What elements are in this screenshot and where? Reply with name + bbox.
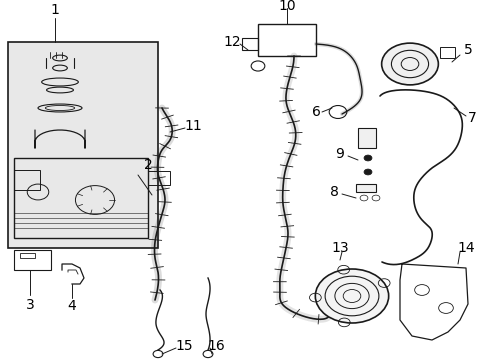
Text: 13: 13 [330,241,348,255]
Text: 5: 5 [463,43,471,57]
Text: 3: 3 [25,298,34,312]
Bar [8,42,158,248]
Text: 11: 11 [184,119,202,133]
Text: 16: 16 [207,339,224,353]
Text: 12: 12 [223,35,240,49]
Circle shape [381,43,437,85]
Circle shape [364,169,371,175]
Circle shape [315,269,388,323]
Bar [14,170,40,190]
Text: 2: 2 [143,158,152,172]
Text: 4: 4 [67,299,76,313]
Bar [20,253,35,258]
Circle shape [364,155,371,161]
Bar [14,158,148,238]
Bar [439,47,454,58]
Text: 15: 15 [175,339,192,353]
Text: 6: 6 [311,105,320,119]
Bar [258,24,315,56]
Bar [242,39,257,50]
Text: 10: 10 [278,0,295,13]
Bar [357,128,375,148]
Text: 7: 7 [467,111,475,125]
Bar [148,171,170,185]
Bar [14,250,51,270]
Bar [355,184,375,192]
Text: 14: 14 [456,241,474,255]
Text: 1: 1 [50,3,60,17]
Text: 9: 9 [335,147,344,161]
Text: 8: 8 [329,185,338,199]
